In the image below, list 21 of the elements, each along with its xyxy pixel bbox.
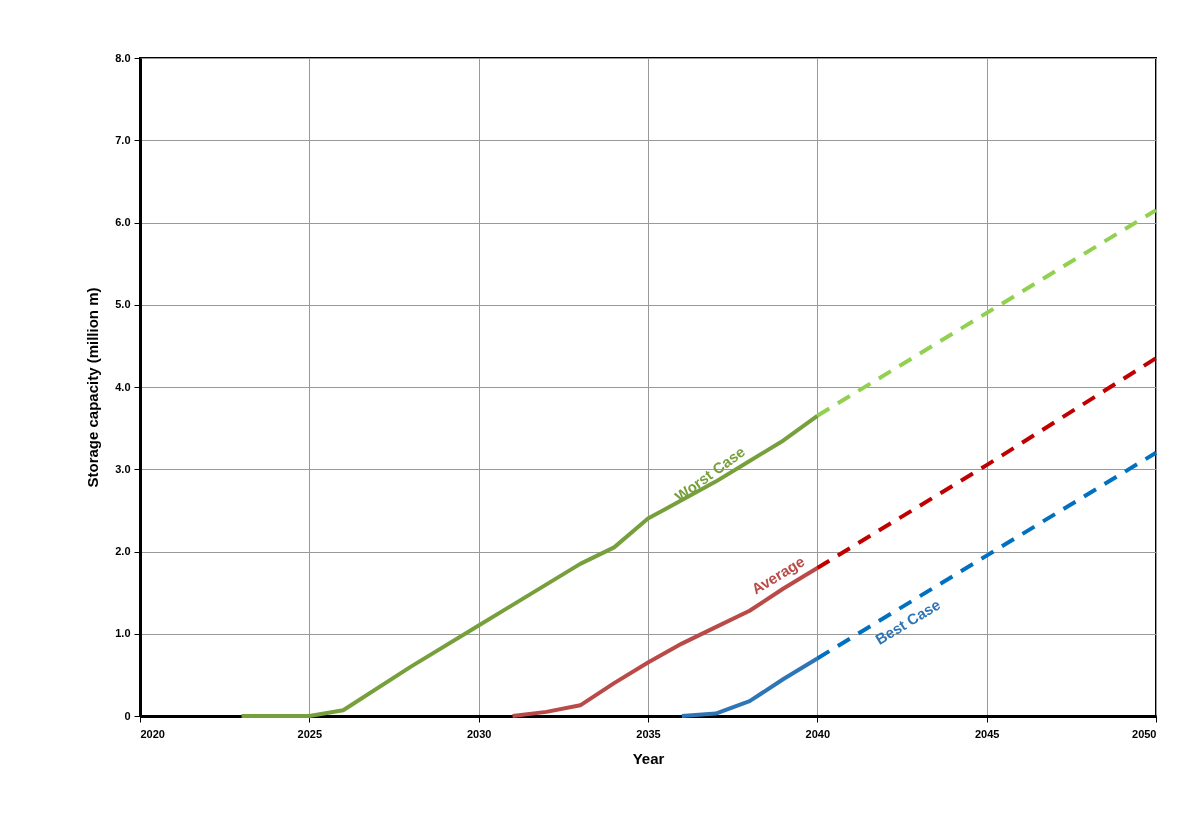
x-tick-label: 2040: [805, 727, 831, 740]
y-tick-label: 5.0: [115, 298, 131, 311]
y-tick-label: 7.0: [115, 133, 131, 146]
x-tick-label: 2025: [297, 727, 323, 740]
x-axis-title: Year: [632, 749, 665, 767]
line-series: [239, 413, 820, 718]
y-tick-label: 0: [124, 709, 131, 722]
x-tick-label: 2020: [140, 727, 165, 740]
text: Best Case: [872, 595, 944, 648]
y-axis-title: Storage capacity (million m): [84, 287, 102, 488]
x-tick-label: 2035: [636, 727, 661, 740]
y-tick-label: 3.0: [115, 462, 131, 475]
x-tick-label: 2050: [1132, 727, 1157, 740]
line-series: [679, 656, 820, 718]
y-tick-label: 8.0: [115, 51, 131, 64]
y-tick-label: 4.0: [115, 380, 131, 393]
x-tick-label: 2045: [974, 727, 1000, 740]
y-tick-label: 6.0: [115, 216, 131, 228]
x-tick-label: 2030: [466, 727, 492, 740]
y-tick-label: 1.0: [115, 627, 131, 640]
y-tick-label: 2.0: [115, 545, 131, 557]
